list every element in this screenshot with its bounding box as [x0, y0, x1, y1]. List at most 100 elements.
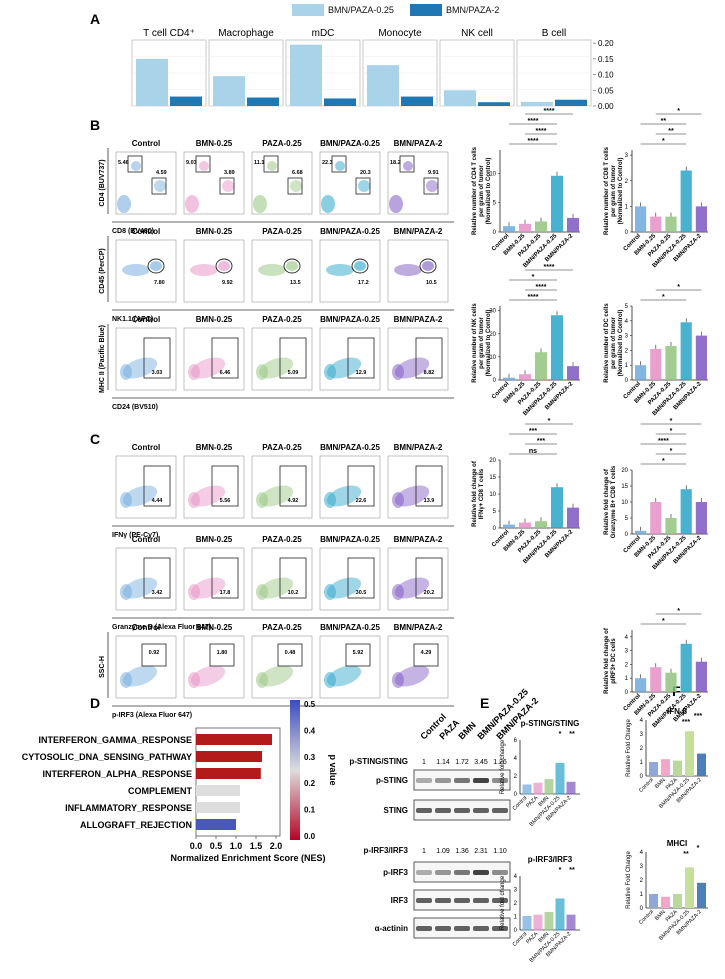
chart-ytick-label: 10: [621, 500, 628, 506]
flow-gate: [279, 465, 307, 507]
flow-gate: [355, 177, 371, 195]
panel-e-ratio2-val: 1.10: [493, 848, 507, 855]
panel-e-ratio2-val: 1: [422, 848, 426, 855]
panel-label-c: C: [90, 431, 100, 447]
flow-gate-value: 13.9: [424, 498, 435, 504]
chart-ylabel-dcc: Relative number of DC cells: [604, 303, 610, 383]
flow-density: [392, 492, 404, 508]
panel-f-ylabel: Relative Fold Change: [626, 850, 632, 908]
panel-d-term-0: INTERFERON_GAMMA_RESPONSE: [38, 735, 192, 745]
flow-gate: [141, 643, 167, 667]
panel-a-bar-2: [247, 97, 279, 106]
panel-a-bar-025: [290, 44, 322, 106]
panel-a-ytick-label: 0.10: [598, 71, 614, 80]
flow-gate-value: 10.5: [426, 280, 437, 286]
chart-sig-label: *: [662, 458, 665, 465]
panel-d-xlabel: Normalized Enrichment Score (NES): [170, 853, 325, 863]
flow-density: [185, 195, 199, 213]
panel-f-ytick-label: 2: [640, 878, 644, 884]
flow-density: [256, 492, 268, 508]
chart-sig-label: ****: [544, 264, 555, 271]
panel-e-band: [492, 778, 508, 783]
flow-density: [131, 161, 141, 171]
panel-e-ratio2-val: 1.36: [455, 848, 469, 855]
panel-e-ratio1-val: 1.26: [493, 759, 507, 766]
flow-title-gzmb-1: BMN-0.25: [196, 535, 233, 544]
chart-ylabel-dcc: (Normalized to Control): [618, 310, 624, 377]
chart-sig-label: *: [662, 294, 665, 301]
panel-e-band: [435, 808, 451, 813]
panel-e-band: [454, 808, 470, 813]
chart-bar-gzmbc: [650, 502, 662, 534]
panel-f-bar: [697, 882, 706, 908]
panel-a-celltype-0: T cell CD4⁺: [143, 28, 195, 39]
flow-gate: [347, 465, 375, 507]
panel-d-bar-1: [196, 751, 262, 762]
chart-bar-pirf3c: [695, 661, 707, 692]
flow-gate-value: 4.29: [421, 650, 432, 656]
chart-sig-label: ns: [529, 448, 537, 455]
flow-gate: [345, 643, 371, 667]
flow-title-cd4cd8-4: BMN/PAZA-2: [394, 139, 443, 148]
chart-sig-label: **: [668, 128, 674, 135]
flow-x-axis-label: Granzyme B (Alexa Fluor 647): [112, 624, 211, 631]
chart-bar-cd4: [551, 175, 563, 232]
chart-bar-cd4: [519, 223, 531, 232]
flow-title-nk-0: Control: [132, 227, 160, 236]
flow-title-dc-4: BMN/PAZA-2: [394, 315, 443, 324]
flow-gate-value: 12.9: [356, 370, 367, 376]
chart-xtick-label: BMN/PAZA-2: [673, 233, 704, 264]
chart-ytick-label: 20: [489, 332, 496, 338]
panel-e-ytick-label: 2: [514, 774, 518, 780]
flow-density: [190, 264, 218, 276]
flow-density: [394, 264, 422, 276]
panel-d-bar-4: [196, 802, 240, 813]
panel-f-ytick-label: 4: [640, 850, 644, 856]
panel-f-sig: ***: [694, 713, 702, 720]
panel-e-ytick-label: 4: [514, 874, 518, 880]
flow-title-ifng-2: PAZA-0.25: [262, 443, 302, 452]
chart-ytick-label: 3: [625, 153, 629, 159]
chart-ylabel-cd4: Relative number of CD4 T cells: [472, 146, 478, 235]
panel-e-band: [492, 870, 508, 875]
panel-e-band: [435, 926, 451, 931]
chart-bar-nkc: [551, 315, 563, 380]
panel-d-xtick-label: 1.0: [230, 841, 243, 851]
flow-title-cd4cd8-3: BMN/PAZA-0.25: [320, 139, 380, 148]
flow-density: [286, 261, 298, 271]
panel-e-band: [454, 870, 470, 875]
flow-gate-value: 17.8: [220, 590, 231, 596]
chart-bar-cd8: [680, 170, 692, 232]
chart-sig-label: ****: [536, 128, 547, 135]
panel-e-ratio2-val: 1.09: [436, 848, 450, 855]
panel-d-xtick-label: 2.0: [270, 841, 283, 851]
flow-gate: [279, 337, 307, 379]
panel-a-bar-025: [367, 65, 399, 106]
flow-density: [290, 180, 302, 192]
flow-gate: [127, 155, 143, 173]
panel-f-chart-title: IFN β: [667, 707, 687, 716]
panel-f-ytick-label: 0: [640, 774, 644, 780]
flow-gate: [143, 337, 171, 379]
panel-e-bar: [555, 762, 565, 795]
panel-e-blot-label: p-IRF3: [383, 868, 408, 877]
panel-label-a: A: [90, 11, 100, 27]
flow-gate: [331, 155, 347, 173]
chart-ytick-label: 0: [493, 526, 497, 532]
flow-gate-value: 5.56: [220, 498, 231, 504]
legend-item-2: BMN/PAZA-2: [410, 4, 499, 16]
panel-d-xtick-label: 0.0: [190, 841, 203, 851]
panel-e-band: [492, 926, 508, 931]
flow-gate: [209, 643, 235, 667]
chart-ytick-label: 2: [625, 662, 629, 668]
chart-sig-label: *: [662, 618, 665, 625]
panel-a-celltype-4: NK cell: [461, 28, 493, 39]
legend-swatch-light: [292, 4, 324, 16]
panel-e-blot-label: IRF3: [391, 896, 409, 905]
chart-sig-label: ****: [528, 294, 539, 301]
panel-e-band: [435, 898, 451, 903]
flow-density: [392, 364, 404, 380]
flow-gate: [415, 337, 443, 379]
flow-title-ifng-3: BMN/PAZA-0.25: [320, 443, 380, 452]
